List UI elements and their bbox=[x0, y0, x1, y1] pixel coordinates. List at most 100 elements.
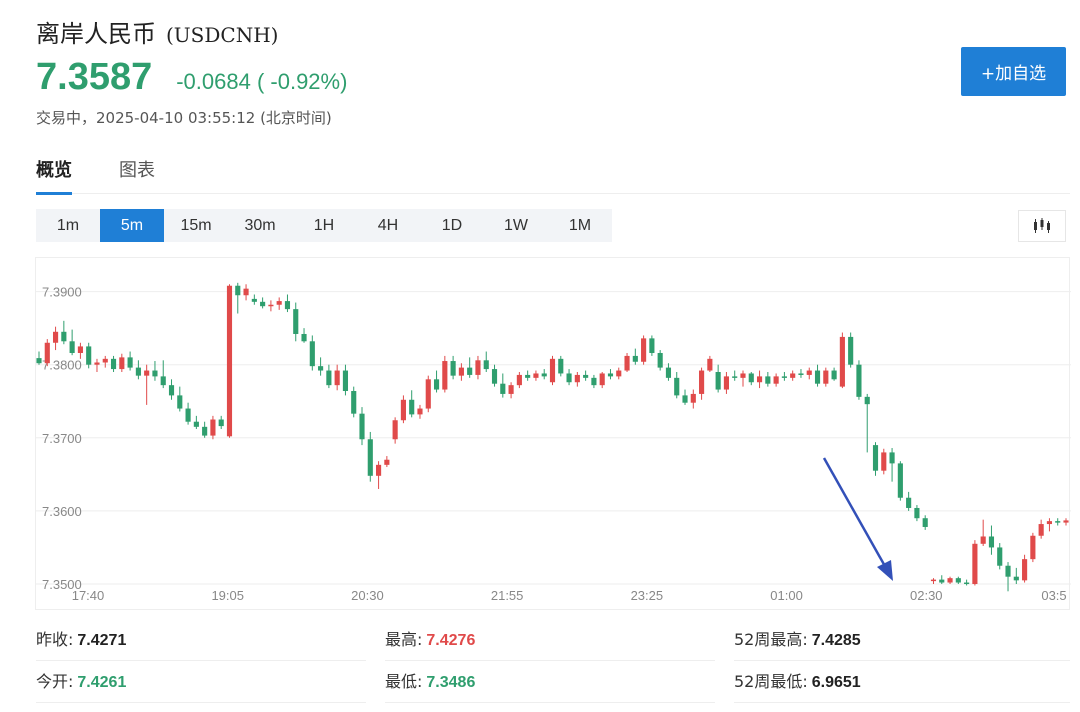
stat-open: 今开: 7.4261 bbox=[36, 672, 127, 691]
candle-body bbox=[641, 338, 647, 362]
candle-body bbox=[442, 361, 448, 390]
candle-body bbox=[61, 331, 67, 342]
candle-body bbox=[881, 452, 887, 471]
period-5m[interactable]: 5m bbox=[100, 209, 164, 242]
candle-body bbox=[947, 578, 953, 583]
candle-body bbox=[293, 309, 299, 334]
candle-body bbox=[135, 367, 141, 376]
candle-body bbox=[922, 518, 928, 527]
candle-body bbox=[906, 497, 912, 508]
stat-value: 7.3486 bbox=[426, 674, 476, 691]
tab-overview[interactable]: 概览 bbox=[36, 156, 72, 195]
stat-low: 最低: 7.3486 bbox=[385, 672, 476, 691]
candle-body bbox=[409, 399, 415, 415]
x-tick-label: 01:00 bbox=[770, 588, 803, 603]
candle-body bbox=[765, 376, 771, 384]
candle-body bbox=[558, 358, 564, 374]
candle-body bbox=[36, 358, 42, 364]
stats-panel: 昨收: 7.4271 最高: 7.4276 52周最高: 7.4285 今开: 7.42… bbox=[36, 618, 1070, 708]
period-30m[interactable]: 30m bbox=[244, 216, 276, 234]
divider bbox=[734, 702, 1070, 703]
x-tick-label: 03:5 bbox=[1041, 588, 1066, 603]
add-watchlist-button[interactable]: +加自选 bbox=[961, 47, 1066, 96]
stat-high: 最高: 7.4276 bbox=[385, 630, 476, 649]
chart-type-button[interactable] bbox=[1018, 210, 1066, 242]
last-price: 7.3587 bbox=[36, 56, 153, 98]
candle-body bbox=[914, 507, 920, 519]
x-tick-label: 02:30 bbox=[910, 588, 943, 603]
candle-body bbox=[425, 379, 431, 409]
candle-body bbox=[972, 543, 978, 584]
candle-body bbox=[1005, 565, 1011, 577]
period-1mo[interactable]: 1M bbox=[568, 216, 592, 234]
stat-value: 7.4271 bbox=[77, 632, 127, 649]
candle-body bbox=[1030, 535, 1036, 560]
annotation-arrow bbox=[822, 457, 888, 569]
candle-body bbox=[781, 376, 787, 378]
candle-body bbox=[102, 358, 108, 363]
period-15m[interactable]: 15m bbox=[180, 216, 212, 234]
tab-chart[interactable]: 图表 bbox=[119, 160, 155, 181]
candle-body bbox=[964, 582, 970, 585]
stat-52w-high: 52周最高: 7.4285 bbox=[734, 630, 861, 649]
candle-body bbox=[500, 383, 506, 394]
price-row: 7.3587 -0.0684 ( -0.92%) bbox=[36, 56, 347, 99]
candle-body bbox=[326, 370, 332, 386]
candle-body bbox=[525, 374, 531, 378]
candle-body bbox=[185, 408, 191, 422]
candle-body bbox=[566, 373, 572, 383]
candle-body bbox=[367, 439, 373, 476]
price-chart[interactable]: 7.3900 7.3800 7.3700 7.3600 7.3500 17:40 19:05… bbox=[35, 257, 1071, 610]
stat-value: 7.4285 bbox=[811, 632, 861, 649]
x-tick-label: 21:55 bbox=[491, 588, 524, 603]
tab-bar: 概览 图表 bbox=[36, 148, 1070, 195]
candle-body bbox=[384, 459, 390, 465]
period-selector: 1m 5m 15m 30m 1H 4H 1D 1W 1M bbox=[36, 209, 612, 242]
y-tick-label: 7.3600 bbox=[42, 504, 82, 519]
candle-body bbox=[591, 377, 597, 386]
price-change: -0.0684 ( -0.92%) bbox=[176, 69, 348, 94]
candle-body bbox=[599, 373, 605, 386]
candle-body bbox=[814, 370, 821, 384]
candle-body bbox=[433, 379, 440, 390]
candle-body bbox=[1063, 520, 1069, 523]
candle-body bbox=[110, 358, 117, 370]
candle-body bbox=[583, 374, 589, 378]
candle-body bbox=[549, 358, 556, 383]
candle-body bbox=[251, 298, 257, 302]
candle-body bbox=[52, 331, 59, 343]
candle-body bbox=[707, 358, 713, 371]
candle-body bbox=[268, 304, 274, 307]
candle-body bbox=[218, 419, 224, 427]
candle-body bbox=[839, 336, 845, 387]
candle-body bbox=[806, 370, 812, 375]
candle-body bbox=[997, 547, 1003, 566]
candle-body bbox=[607, 373, 614, 377]
candle-body bbox=[748, 373, 754, 383]
candle-body bbox=[119, 357, 125, 370]
stat-prev-close: 昨收: 7.4271 bbox=[36, 630, 127, 649]
period-1h[interactable]: 1H bbox=[313, 216, 335, 234]
period-4h[interactable]: 4H bbox=[377, 216, 399, 234]
period-1d[interactable]: 1D bbox=[441, 216, 463, 234]
candle-body bbox=[467, 367, 473, 375]
candle-body bbox=[152, 370, 158, 377]
candle-body bbox=[351, 391, 357, 414]
candle-body bbox=[359, 413, 365, 440]
candle-body bbox=[1046, 521, 1053, 525]
candle-body bbox=[790, 373, 796, 378]
candle-body bbox=[491, 369, 498, 384]
y-tick-label: 7.3500 bbox=[42, 577, 82, 592]
candle-body bbox=[400, 399, 406, 421]
y-tick-label: 7.3900 bbox=[42, 285, 82, 300]
y-tick-label: 7.3800 bbox=[42, 358, 82, 373]
period-1w[interactable]: 1W bbox=[504, 216, 528, 234]
candle-body bbox=[715, 372, 721, 390]
candle-body bbox=[657, 352, 663, 368]
divider bbox=[385, 702, 715, 703]
period-1m[interactable]: 1m bbox=[56, 216, 80, 234]
candle-body bbox=[682, 395, 688, 403]
candle-body bbox=[77, 346, 83, 353]
candle-body bbox=[202, 426, 208, 436]
candle-body bbox=[872, 445, 879, 471]
